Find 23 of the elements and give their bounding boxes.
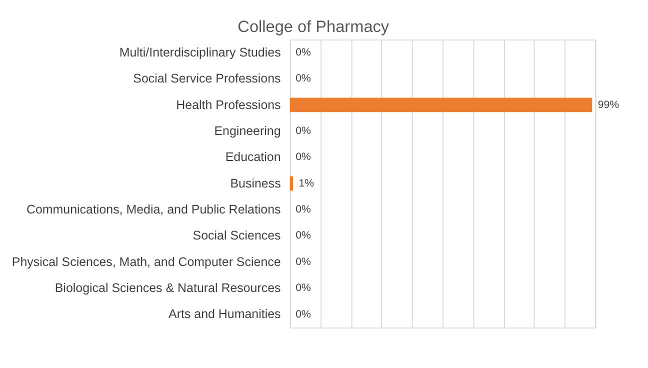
data-label: 0% (296, 72, 311, 85)
data-label: 0% (296, 46, 311, 58)
data-label: 0% (296, 308, 311, 320)
y-tick-label: Education (225, 150, 281, 164)
data-label: 0% (296, 282, 311, 294)
data-label: 99% (598, 98, 620, 111)
data-label: 0% (296, 151, 311, 164)
y-tick-label: Engineering (214, 124, 281, 138)
y-tick-label: Multi/Interdisciplinary Studies (119, 45, 281, 60)
y-tick-label: Social Service Professions (133, 72, 281, 86)
y-tick-label: Communications, Media, and Public Relations (26, 202, 281, 216)
y-tick-label: Arts and Humanities (168, 307, 281, 322)
y-tick-label: Health Professions (176, 98, 281, 112)
y-tick-label: Biological Sciences & Natural Resources (54, 281, 281, 296)
data-label: 1% (298, 177, 314, 190)
data-label: 0% (296, 256, 311, 268)
data-label: 0% (296, 204, 311, 216)
data-label: 0% (296, 230, 311, 242)
data-label: 0% (296, 124, 311, 137)
y-tick-label: Physical Sciences, Math, and Computer Science (12, 254, 281, 269)
y-tick-label: Business (230, 176, 281, 190)
chart-title: College of Pharmacy (238, 18, 390, 36)
y-tick-label: Social Sciences (192, 228, 281, 243)
